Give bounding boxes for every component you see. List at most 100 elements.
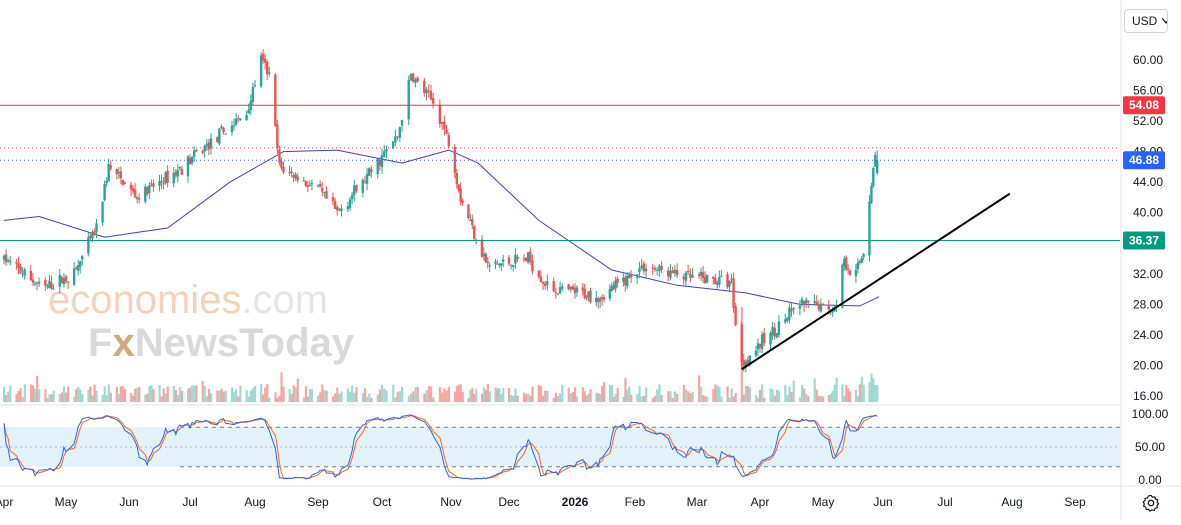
volume-bar	[266, 384, 269, 402]
volume-bar	[162, 388, 165, 402]
volume-bar	[115, 386, 119, 402]
oscillator-axis[interactable]: 100.00 50.00 0.00	[1132, 407, 1169, 487]
candle	[131, 185, 135, 195]
volume-bar	[233, 391, 236, 402]
candle	[486, 256, 489, 269]
volume-bar	[144, 394, 147, 402]
volume-bar	[612, 396, 615, 402]
volume-bar	[363, 388, 367, 402]
volume-bar	[847, 388, 850, 402]
currency-button[interactable]: USD	[1124, 9, 1168, 33]
volume-bar	[31, 385, 35, 402]
volume-bar	[475, 388, 478, 402]
volume-bar	[531, 386, 534, 402]
candle	[763, 327, 766, 347]
volume-layer	[3, 307, 879, 402]
volume-bar	[608, 384, 612, 402]
candle	[400, 119, 404, 132]
volume-bar	[636, 393, 639, 402]
candle	[123, 181, 127, 185]
volume-bar	[178, 387, 182, 402]
volume-bar	[262, 394, 265, 402]
volume-bar	[746, 386, 750, 402]
volume-bar	[583, 391, 586, 402]
candle	[19, 264, 22, 275]
volume-bar	[180, 390, 184, 402]
candle	[79, 260, 82, 274]
candle	[58, 268, 61, 293]
time-tick-label: Apr	[0, 495, 13, 509]
volume-bar	[414, 387, 417, 402]
volume-bar	[201, 380, 204, 402]
candle	[571, 284, 575, 291]
volume-bar	[872, 378, 875, 402]
candle	[239, 118, 242, 121]
candle	[846, 264, 850, 275]
gear-icon[interactable]	[1142, 494, 1160, 512]
volume-bar	[595, 392, 598, 402]
volume-bar	[726, 386, 729, 402]
candle	[841, 263, 844, 309]
candle	[398, 126, 402, 143]
candle	[346, 201, 350, 213]
volume-bar	[441, 392, 444, 402]
candle	[76, 259, 80, 276]
volume-bar	[667, 391, 670, 402]
volume-bar	[769, 388, 772, 402]
candle	[160, 174, 163, 190]
candle	[33, 280, 37, 287]
candle	[754, 345, 758, 358]
volume-bar	[744, 386, 747, 402]
candle	[46, 283, 49, 290]
volume-bar	[164, 393, 167, 402]
volume-bar	[9, 385, 12, 402]
candle	[74, 265, 78, 271]
candle	[203, 144, 206, 158]
volume-bar	[706, 396, 709, 402]
volume-bar	[700, 386, 703, 402]
candle	[176, 163, 179, 183]
candle	[158, 174, 161, 192]
candle	[333, 197, 337, 210]
horizontal-lines-layer[interactable]	[0, 104, 1120, 241]
candle	[230, 120, 234, 136]
candle	[773, 322, 776, 340]
price-tick-label: 24.00	[1133, 328, 1163, 342]
volume-bar	[276, 397, 279, 402]
volume-bar	[813, 378, 816, 402]
volume-bar	[407, 395, 410, 402]
volume-bar	[44, 389, 47, 402]
candle	[703, 271, 707, 284]
candle	[376, 158, 379, 179]
volume-bar	[684, 389, 688, 402]
candle	[858, 260, 861, 265]
volume-bar	[833, 384, 836, 402]
candle	[302, 177, 305, 182]
volume-bar	[687, 391, 690, 402]
volume-bar	[48, 394, 51, 402]
time-tick-label: Sep	[307, 495, 329, 509]
volume-bar	[93, 384, 96, 402]
chevron-down-icon	[1162, 18, 1167, 24]
candle	[280, 157, 283, 171]
candle	[318, 180, 322, 189]
volume-bar	[559, 393, 562, 402]
candle	[769, 331, 772, 351]
volume-bar	[254, 386, 257, 402]
candle	[129, 181, 133, 197]
volume-bar	[856, 396, 860, 402]
volume-bar	[17, 391, 20, 402]
candle	[52, 284, 55, 290]
volume-bar	[203, 385, 206, 402]
candle	[166, 165, 169, 188]
candle	[728, 280, 731, 293]
candle	[411, 72, 415, 83]
price-tick-label: 32.00	[1133, 267, 1163, 281]
trendline-layer[interactable]	[741, 192, 1011, 371]
time-axis[interactable]: Apr May Jun Jul Aug Sep Oct Nov Dec 2026 Feb Mar Apr…	[0, 495, 1086, 509]
volume-bar	[716, 385, 719, 402]
volume-bar	[172, 385, 175, 402]
